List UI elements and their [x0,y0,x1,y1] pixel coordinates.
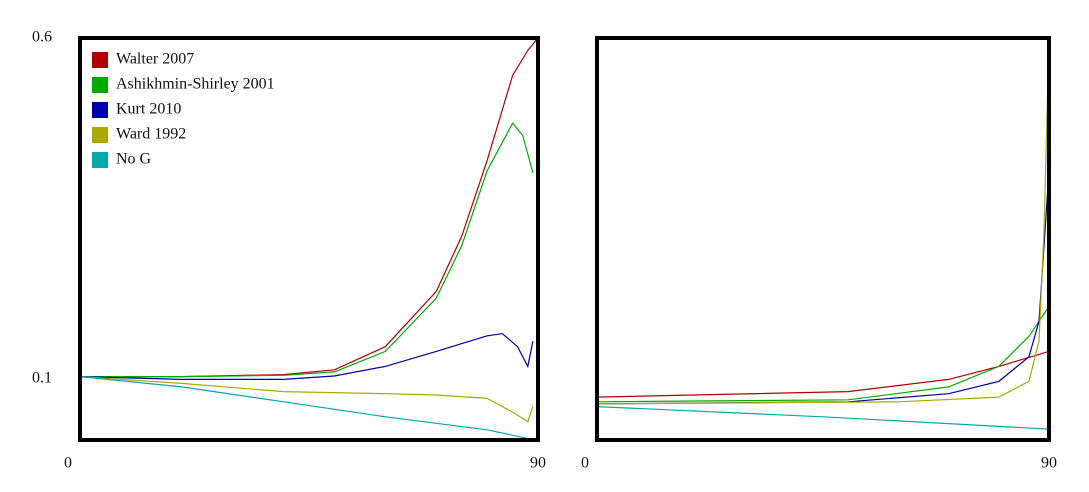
x-tick-label: 90 [1041,455,1057,472]
legend-swatch [92,52,108,68]
series-line [597,306,1049,403]
legend-label: Kurt 2010 [116,101,181,118]
x-tick-label: 0 [64,455,72,472]
series-line [80,122,534,378]
x-tick-label: 0 [581,455,589,472]
legend-swatch [92,127,108,143]
legend-label: Ashikhmin-Shirley 2001 [116,76,275,93]
legend-label: No G [116,151,152,168]
legend-label: Walter 2007 [116,51,194,68]
legend-swatch [92,102,108,118]
series-line [80,376,534,423]
series-line [597,170,1049,405]
y-tick-label: 0.6 [32,29,52,46]
y-tick-label: 0.1 [32,369,52,386]
x-tick-label: 90 [530,455,546,472]
series-line [597,38,1049,405]
legend-swatch [92,77,108,93]
legend-label: Ward 1992 [116,126,186,143]
series-line [80,333,534,380]
plot-frame [78,36,540,442]
series-line [597,350,1049,398]
series-line [80,376,528,440]
legend-swatch [92,152,108,168]
plot-frame [595,36,1051,442]
series-line [597,406,1049,430]
